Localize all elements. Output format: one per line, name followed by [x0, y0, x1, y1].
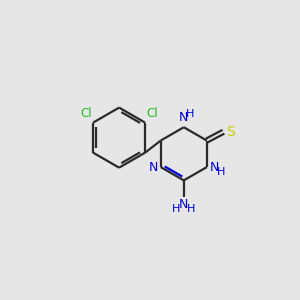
- Text: Cl: Cl: [80, 107, 92, 120]
- Text: N: N: [148, 160, 158, 174]
- Text: Cl: Cl: [146, 107, 158, 120]
- Text: H: H: [217, 167, 225, 177]
- Text: N: N: [179, 112, 188, 124]
- Text: N: N: [210, 160, 219, 174]
- Text: S: S: [226, 125, 235, 139]
- Text: H: H: [187, 204, 195, 214]
- Text: N: N: [179, 198, 188, 211]
- Text: H: H: [172, 204, 181, 214]
- Text: H: H: [186, 109, 194, 119]
